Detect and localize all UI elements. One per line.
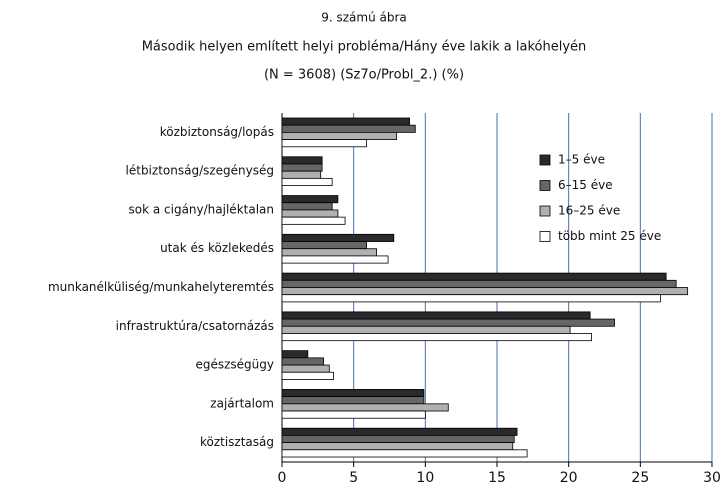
bar — [281, 364, 330, 373]
bar — [281, 435, 515, 444]
bar — [281, 396, 425, 405]
legend-label: 1–5 éve — [558, 153, 605, 167]
bar — [281, 287, 689, 296]
bar — [281, 389, 425, 398]
legend-label: 6–15 éve — [558, 178, 613, 192]
bar — [281, 233, 395, 242]
bar — [281, 449, 528, 458]
legend-swatch — [539, 205, 551, 217]
bar — [281, 163, 323, 172]
x-tick-label: 0 — [278, 470, 287, 486]
bar — [281, 410, 426, 419]
bar — [281, 371, 334, 380]
bar — [281, 117, 410, 126]
chart-title: Második helyen említett helyi probléma/H… — [142, 40, 587, 55]
chart-pretitle: 9. számú ábra — [321, 11, 407, 25]
y-tick-label: köztisztaság — [200, 435, 274, 449]
x-tick-label: 20 — [560, 470, 578, 486]
bar — [281, 325, 571, 334]
bar — [281, 318, 615, 327]
x-tick-label: 5 — [349, 470, 358, 486]
bar — [281, 311, 591, 320]
legend-swatch — [539, 180, 551, 191]
legend-swatch — [539, 231, 551, 242]
bar — [281, 131, 398, 140]
bar — [281, 350, 309, 359]
bar — [281, 156, 323, 165]
bar — [281, 124, 416, 133]
bar — [281, 139, 367, 148]
bar — [281, 403, 449, 412]
bar — [281, 427, 518, 436]
bar — [281, 177, 333, 186]
y-tick-label: egészségügy — [195, 358, 274, 372]
legend-label: 16–25 éve — [558, 204, 620, 218]
bar — [281, 216, 346, 225]
bar — [281, 279, 677, 288]
y-tick-label: infrastruktúra/csatornázás — [116, 319, 274, 333]
bar — [281, 209, 339, 218]
bar — [281, 241, 367, 250]
y-tick-label: zajártalom — [210, 396, 274, 410]
bar — [281, 248, 377, 257]
x-tick-label: 15 — [488, 470, 506, 486]
bar — [281, 272, 667, 281]
y-tick-label: utak és közlekedés — [160, 241, 274, 255]
legend-label: több mint 25 éve — [558, 229, 661, 243]
chart-subtitle: (N = 3608) (Sz7o/Probl_2.) (%) — [264, 68, 464, 83]
bar — [281, 442, 514, 451]
legend-swatch — [539, 154, 551, 166]
bar — [281, 294, 661, 303]
y-tick-label: munkanélküliség/munkahelyteremtés — [48, 280, 274, 294]
x-tick-label: 10 — [416, 470, 434, 486]
x-tick-label: 25 — [631, 470, 649, 486]
bar — [281, 357, 324, 366]
bar — [281, 333, 593, 342]
y-tick-label: sok a cigány/hajléktalan — [129, 202, 275, 216]
y-tick-label: közbiztonság/lopás — [160, 125, 274, 139]
x-tick-label: 30 — [703, 470, 721, 486]
bar — [281, 202, 333, 211]
bar — [281, 170, 322, 179]
y-tick-label: létbiztonság/szegénység — [126, 164, 274, 178]
bar — [281, 195, 339, 204]
bar — [281, 255, 389, 264]
